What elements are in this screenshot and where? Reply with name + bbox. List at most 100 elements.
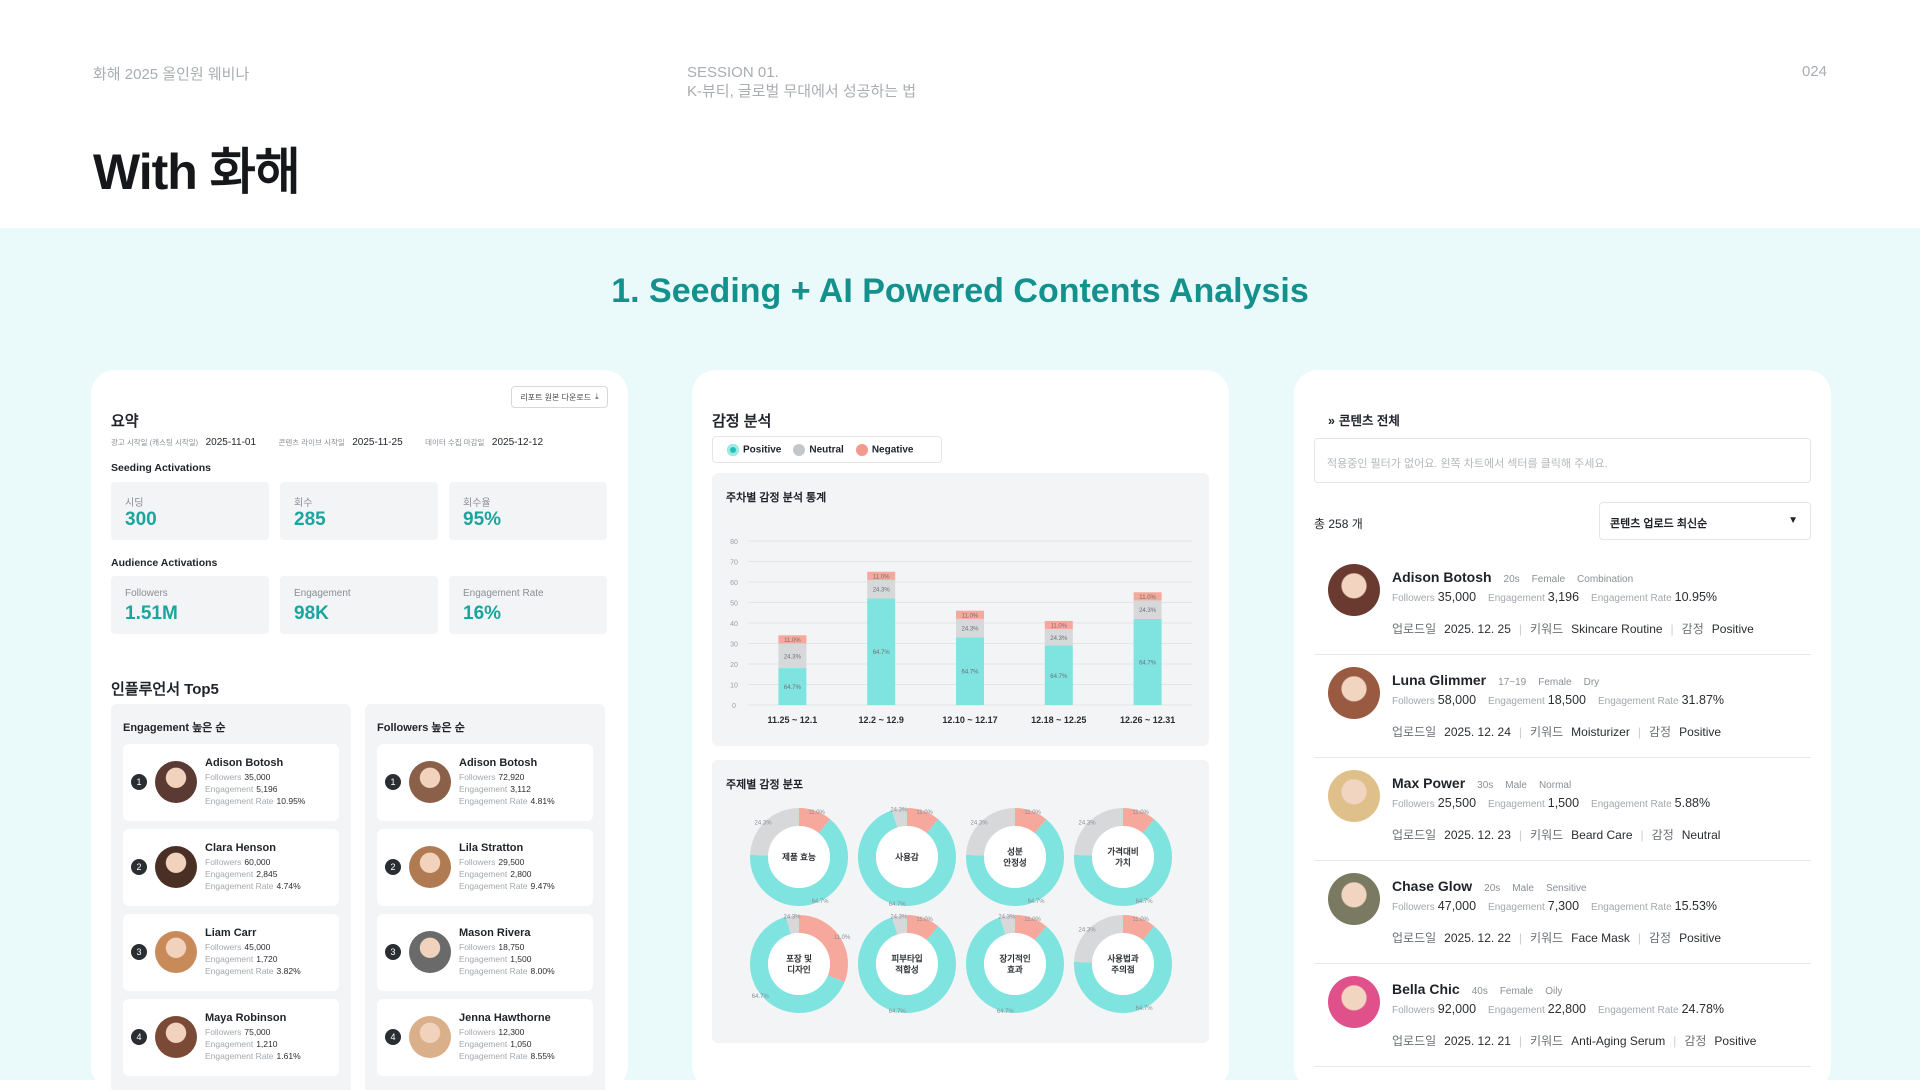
creator-name: Max Power 30s Male Normal — [1392, 775, 1571, 791]
influencer-card[interactable]: 4 Jenna Hawthorne Followers 12,300 Engagemen… — [377, 999, 593, 1076]
donut-slice[interactable] — [1014, 915, 1047, 941]
stat-value: 25,500 — [1437, 796, 1477, 810]
avatar — [409, 761, 451, 803]
bar-segment-neutral[interactable] — [1133, 600, 1162, 619]
donut-slice[interactable] — [891, 808, 908, 828]
stat-value: 22,800 — [1547, 1002, 1586, 1016]
metric-value: 285 — [294, 509, 326, 530]
sort-select[interactable]: 콘텐츠 업로드 최신순 ▼ — [1599, 502, 1811, 540]
report-download-button[interactable]: 리포트 원본 다운로드 ⤓ — [511, 386, 608, 408]
content-row[interactable]: Luna Glimmer 17~19 Female Dry Followers 58,00… — [1314, 655, 1811, 758]
influencer-card[interactable]: 4 Maya Robinson Followers 75,000 Engagement 1… — [123, 999, 339, 1076]
sentiment-value: Neutral — [1681, 828, 1721, 842]
bar-segment-neutral[interactable] — [778, 643, 807, 669]
stat-label: Engagement — [1488, 1005, 1545, 1016]
bar-segment-negative[interactable] — [778, 635, 807, 644]
influencer-name: Adison Botosh — [459, 757, 538, 769]
rank-badge: 4 — [385, 1029, 401, 1045]
donut-center-label: 디자인 — [787, 965, 811, 975]
donut-slice[interactable] — [1074, 808, 1124, 857]
bar-segment-neutral[interactable] — [867, 579, 896, 599]
divider: | — [1670, 622, 1674, 636]
date-label: 데이터 수집 마감일 — [425, 438, 485, 447]
creator-name-text: Max Power — [1392, 775, 1466, 791]
legend-neutral[interactable]: Neutral — [793, 443, 844, 456]
contents-title: 콘텐츠 전체 — [1338, 414, 1400, 428]
influencer-card[interactable]: 2 Lila Stratton Followers 29,500 Engagement 2… — [377, 829, 593, 906]
donut-chart[interactable]: 11.0% 64.7% 24.3% 사용감 — [858, 808, 956, 909]
influencer-card[interactable]: 2 Clara Henson Followers 60,000 Engagement 2,… — [123, 829, 339, 906]
donut-slice[interactable] — [966, 808, 1016, 857]
content-row[interactable]: Adison Botosh 20s Female Combination Followe… — [1314, 552, 1811, 655]
donut-slice[interactable] — [750, 916, 845, 1013]
bar-segment-positive[interactable] — [956, 637, 984, 705]
donut-slice[interactable] — [999, 915, 1016, 935]
donut-slice[interactable] — [966, 819, 1064, 906]
creator-name-text: Adison Botosh — [1392, 569, 1492, 585]
total-count: 총 258 개 — [1314, 517, 1363, 531]
influencer-card[interactable]: 3 Mason Rivera Followers 18,750 Engagement 1,… — [377, 914, 593, 991]
stat-value: 72,920 — [498, 772, 525, 782]
stat-label: Engagement Rate — [1591, 593, 1672, 604]
stat-label: Engagement Rate — [205, 796, 274, 806]
bar-data-label: 64.7% — [1050, 674, 1068, 680]
bar-segment-positive[interactable] — [1044, 645, 1073, 705]
donut-slice[interactable] — [798, 915, 848, 983]
bar-segment-neutral[interactable] — [956, 618, 984, 638]
slice-label: 64.7% — [1028, 899, 1046, 905]
stat-label: Engagement — [205, 869, 254, 879]
donut-slice[interactable] — [906, 808, 939, 834]
metric-label: 시딩 — [125, 498, 144, 509]
influencer-card[interactable]: 1 Adison Botosh Followers 35,000 Engagement 5… — [123, 744, 339, 821]
donut-hole — [768, 933, 830, 995]
bar-segment-negative[interactable] — [1133, 592, 1162, 601]
avatar — [155, 931, 197, 973]
legend-positive[interactable]: Positive — [727, 443, 781, 456]
bar-segment-negative[interactable] — [956, 610, 984, 619]
donut-slice[interactable] — [858, 917, 956, 1013]
donut-slice[interactable] — [906, 915, 939, 941]
donut-slice[interactable] — [798, 808, 831, 834]
metric-card: Engagement Rate 16% — [449, 576, 607, 634]
donut-slice[interactable] — [1014, 808, 1047, 834]
donut-slice[interactable] — [1074, 915, 1124, 964]
gender-tag: Male — [1512, 883, 1534, 894]
content-row[interactable]: Chase Glow 20s Male Sensitive Followers 47,00… — [1314, 861, 1811, 964]
slice-label: 64.7% — [997, 1009, 1015, 1015]
bar-segment-positive[interactable] — [867, 598, 896, 705]
content-row[interactable]: Max Power 30s Male Normal Followers 25,500 Eng… — [1314, 758, 1811, 861]
donut-slice[interactable] — [1122, 915, 1155, 941]
content-row[interactable]: Bella Chic 40s Female Oily Followers 92,000 En… — [1314, 964, 1811, 1067]
donut-slice[interactable] — [750, 819, 848, 906]
donut-hole — [984, 933, 1046, 995]
donut-slice[interactable] — [1074, 926, 1172, 1013]
donut-slice[interactable] — [858, 810, 956, 906]
bar-segment-positive[interactable] — [778, 668, 807, 705]
bar-segment-negative[interactable] — [1044, 620, 1073, 630]
bar-segment-neutral[interactable] — [1044, 629, 1073, 646]
influencer-name: Clara Henson — [205, 842, 276, 854]
influencer-card[interactable]: 1 Adison Botosh Followers 72,920 Engagement 3… — [377, 744, 593, 821]
legend-negative[interactable]: Negative — [855, 443, 914, 456]
donut-chart[interactable]: 11.0% 64.7% 24.3% 제품 효능 — [750, 808, 848, 906]
donut-slice[interactable] — [1122, 808, 1155, 834]
stat-label: Followers — [1392, 1005, 1435, 1016]
bar-segment-positive[interactable] — [1133, 618, 1162, 705]
donut-slice[interactable] — [966, 917, 1064, 1013]
stat-value: 29,500 — [498, 857, 525, 867]
donut-slice[interactable] — [1074, 819, 1172, 906]
stat-value: 3,196 — [1547, 590, 1580, 604]
avatar — [409, 846, 451, 888]
donut-slice[interactable] — [785, 915, 800, 935]
influencer-card[interactable]: 3 Liam Carr Followers 45,000 Engagement 1,720… — [123, 914, 339, 991]
donut-slice[interactable] — [891, 915, 908, 935]
bar-segment-negative[interactable] — [867, 571, 896, 580]
donut-slice[interactable] — [750, 808, 800, 857]
slice-label: 24.3% — [1079, 927, 1097, 933]
